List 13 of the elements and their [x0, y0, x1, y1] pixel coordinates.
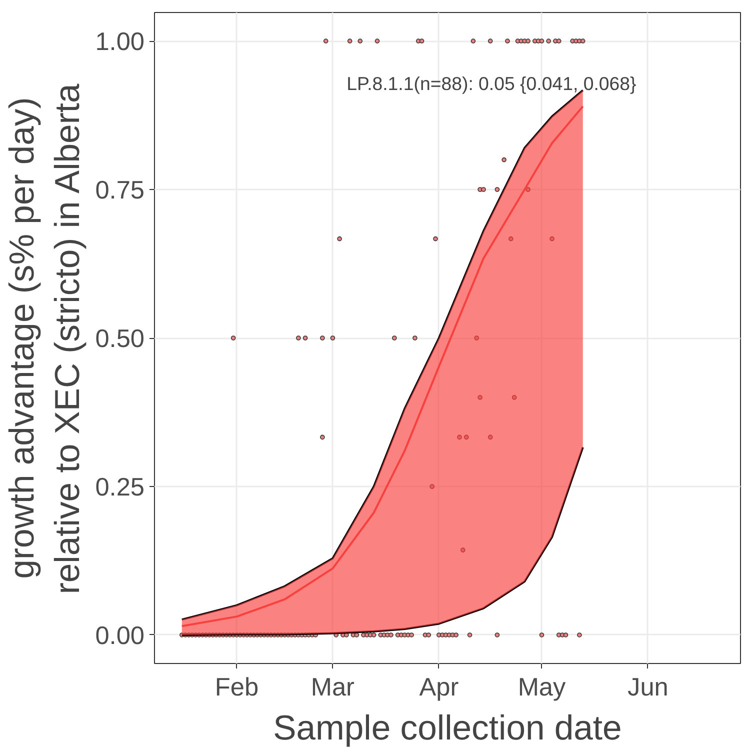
y-tick-label: 1.00 [95, 28, 144, 56]
x-tick-label: Feb [214, 674, 259, 702]
x-tick-label: Apr [419, 674, 460, 702]
y-tick-label: 0.50 [95, 325, 144, 353]
x-tick-label: Jun [628, 674, 668, 702]
annotation: LP.8.1.1(n=88): 0.05 {0.041, 0.068} [346, 72, 636, 94]
x-axis-title: Sample collection date [273, 710, 622, 748]
y-tick-label: 0.75 [95, 176, 144, 205]
y-tick-label: 0.00 [95, 622, 144, 650]
y-axis-title: growth advantage (s% per day) relative to XEC (stricto) in Alberta [4, 83, 88, 594]
x-tick-label: Mar [310, 674, 356, 702]
y-tick-label: 0.25 [95, 473, 144, 502]
x-tick-label: May [518, 674, 566, 702]
